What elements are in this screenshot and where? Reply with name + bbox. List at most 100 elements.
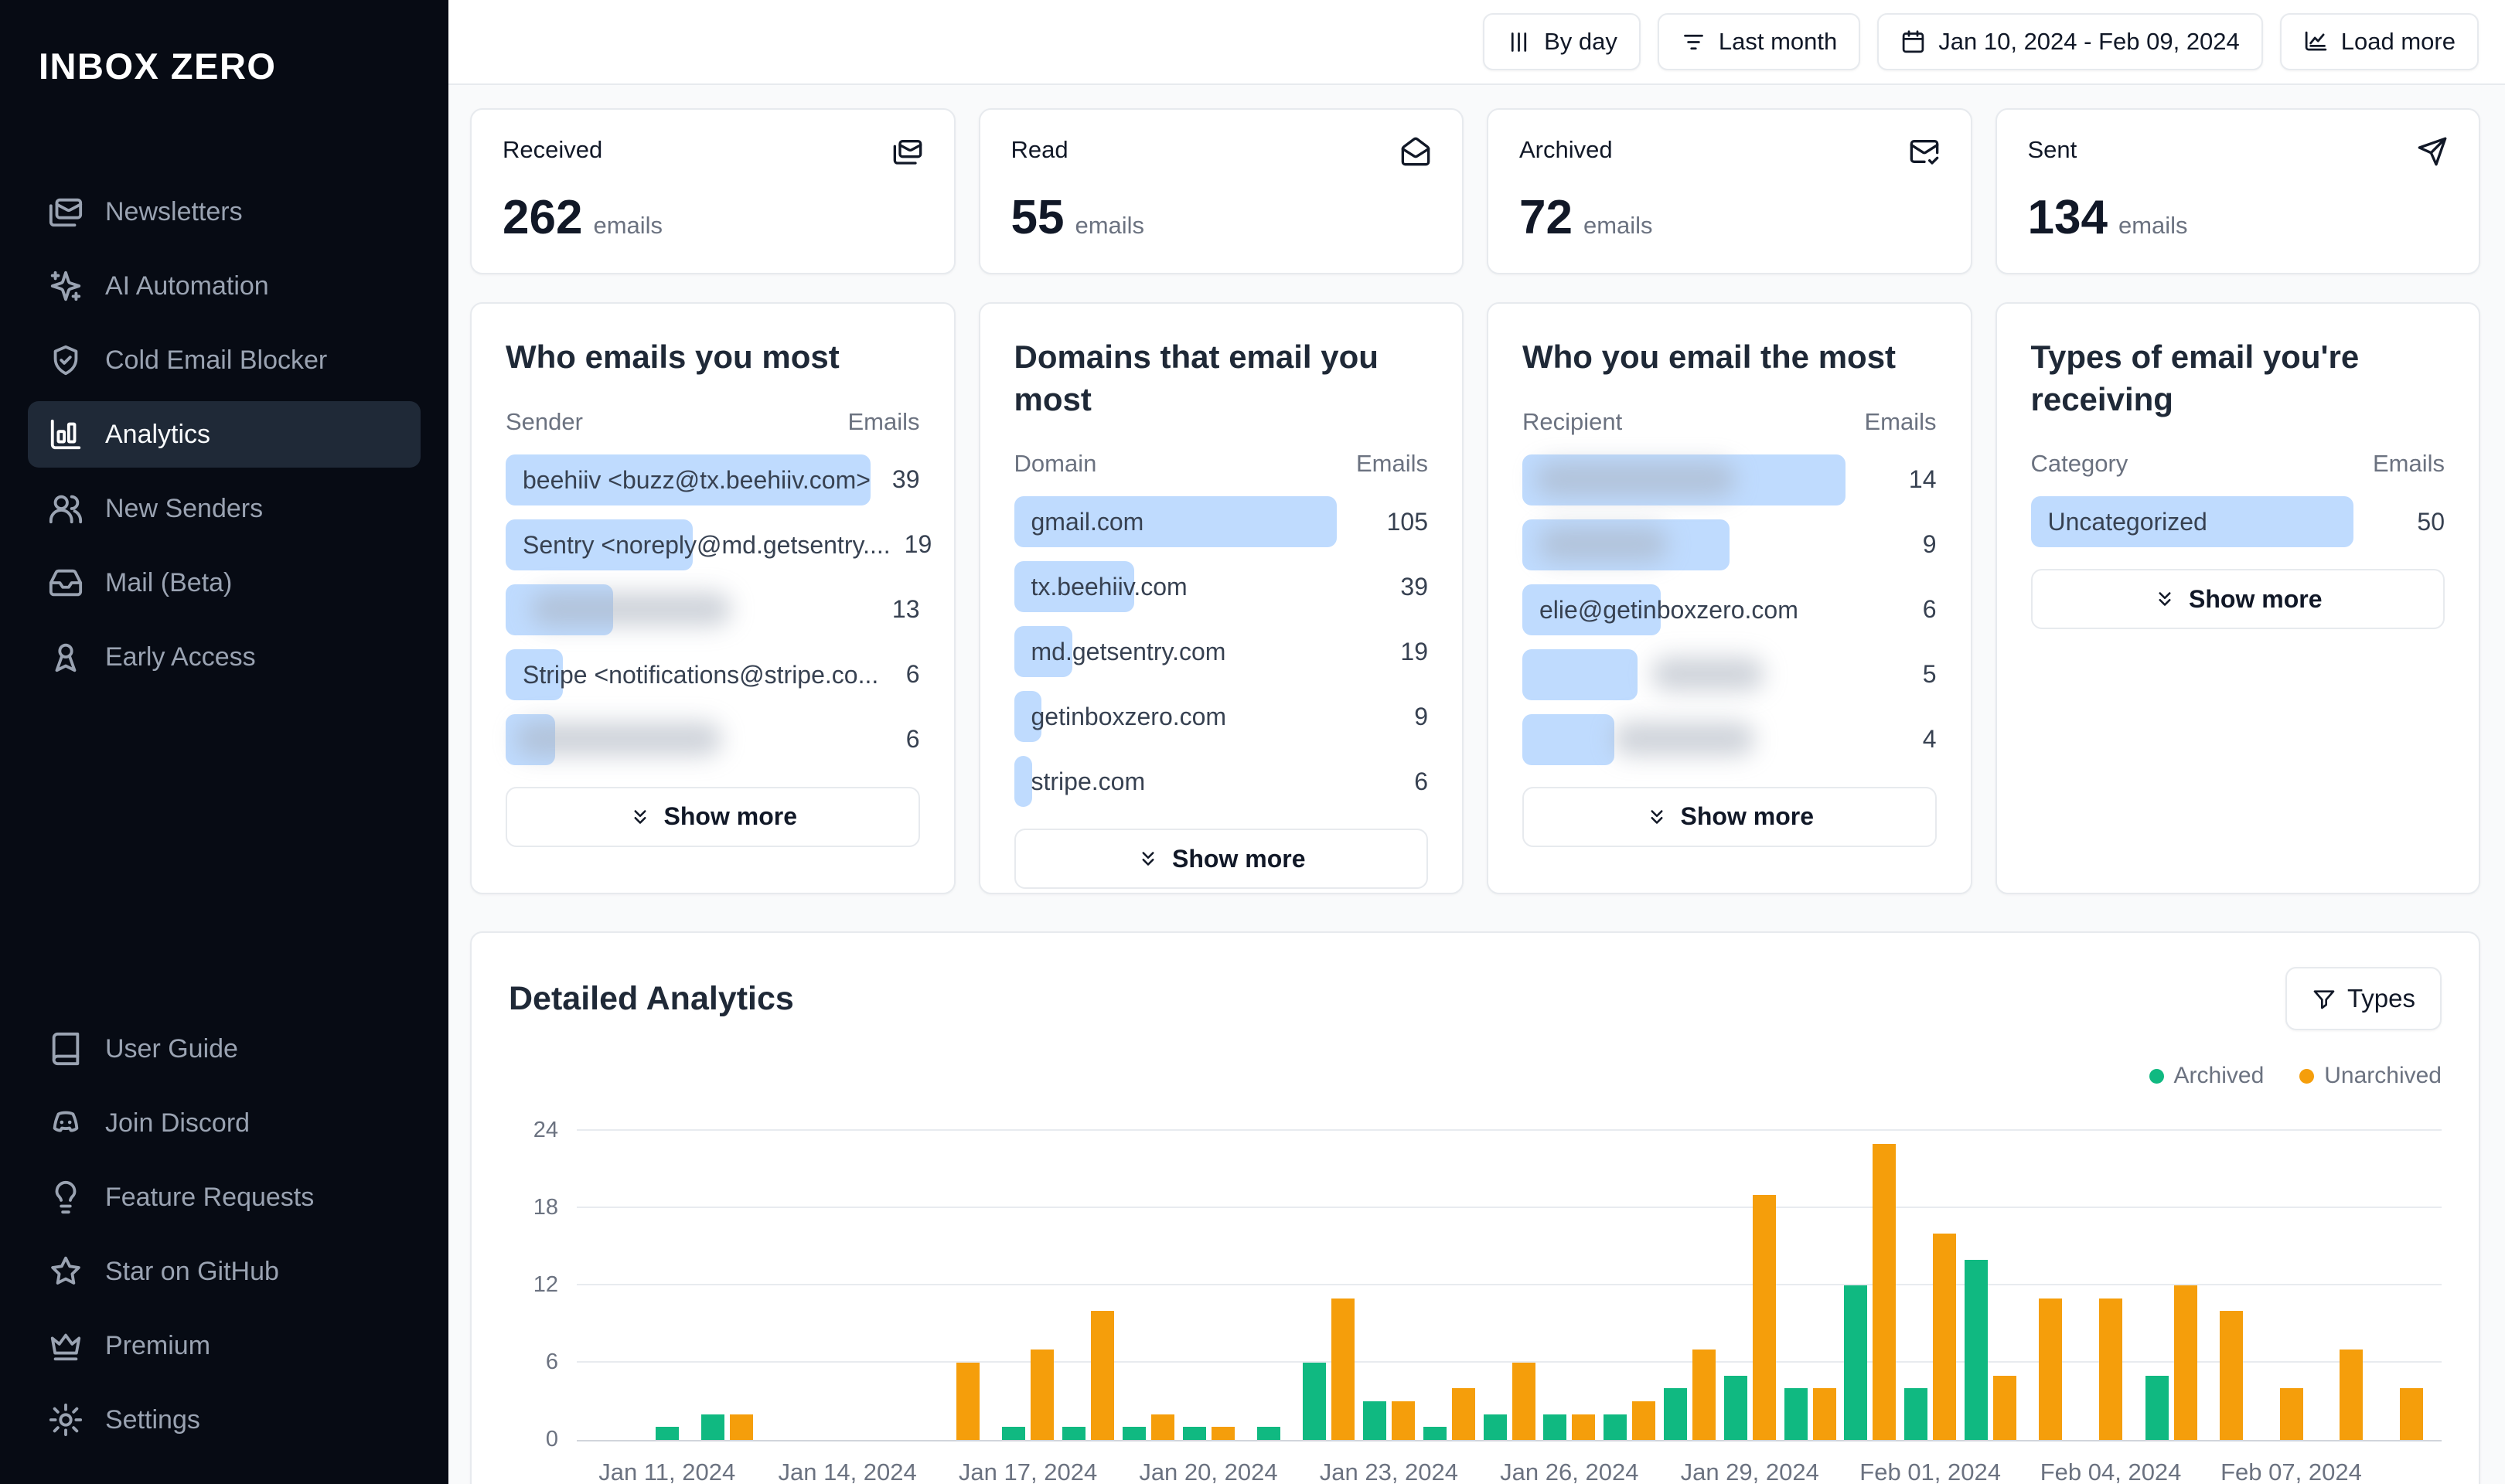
gear-icon: [48, 1402, 84, 1438]
sidebar-item-early-access[interactable]: Early Access: [28, 624, 421, 690]
row-email-count: 105: [1386, 507, 1428, 536]
book-icon: [48, 1031, 84, 1067]
unarchived-bar: [2039, 1298, 2063, 1440]
stats-row: Received 262 emails Read 55 emails Archived 72 e…: [470, 108, 2480, 274]
sidebar-item-ai-automation[interactable]: AI Automation: [28, 253, 421, 319]
row-email-count: 4: [1922, 725, 1937, 754]
row-label: getinboxzero.com: [1031, 703, 1227, 731]
sidebar-item-new-senders[interactable]: New Senders: [28, 475, 421, 542]
unarchived-bar: [1993, 1375, 2017, 1440]
chart-plot-area: 0 6 12 18 24: [533, 1118, 2442, 1452]
sidebar-item-cold-email-blocker[interactable]: Cold Email Blocker: [28, 327, 421, 393]
chart-legend: Archived Unarchived: [509, 1063, 2442, 1089]
bar-group-jan-10-2024: [577, 1132, 637, 1440]
column-header-domain: Domain: [1014, 450, 1097, 478]
stat-label: Read: [1011, 136, 1068, 163]
chart-gridline: [577, 1129, 2442, 1131]
button-label: Load more: [2340, 28, 2456, 55]
sidebar-item-settings[interactable]: Settings: [28, 1387, 421, 1453]
bar-group-feb-01-2024: [1900, 1132, 1961, 1440]
row-bar-area: Sentry <noreply@md.getsentry....: [506, 519, 891, 570]
last-month-button[interactable]: Last month: [1657, 13, 1861, 70]
topbar: By day Last month Jan 10, 2024 - Feb 09, 2…: [448, 0, 2505, 85]
unarchived-bar: [2099, 1298, 2123, 1440]
detailed-analytics-card: Detailed Analytics Types Archived Unarchi…: [470, 931, 2480, 1484]
archived-bar: [1122, 1427, 1146, 1440]
row-bar-area: [506, 584, 829, 635]
row-bar-area: Uncategorized: [2030, 496, 2353, 548]
row-bar-area: [1522, 713, 1846, 765]
stat-value: 134: [2027, 191, 2108, 244]
y-axis-tick-label: 0: [545, 1427, 558, 1452]
archived-bar: [2145, 1375, 2169, 1440]
chart-gridline: [577, 1361, 2442, 1363]
sidebar-item-premium[interactable]: Premium: [28, 1312, 421, 1379]
blurred-text-placeholder: [1538, 527, 1668, 561]
table-row: 4: [1522, 713, 1937, 765]
unarchived-bar: [1031, 1350, 1055, 1440]
sidebar-item-join-discord[interactable]: Join Discord: [28, 1090, 421, 1156]
row-label: Sentry <noreply@md.getsentry....: [523, 530, 891, 559]
archived-bar: [1784, 1388, 1808, 1440]
jan-10-2024-feb-09-2024-button[interactable]: Jan 10, 2024 - Feb 09, 2024: [1877, 13, 2263, 70]
bar-group-jan-14-2024: [817, 1132, 878, 1440]
sparkles-icon: [48, 268, 84, 304]
bar-group-jan-13-2024: [757, 1132, 817, 1440]
row-email-count: 14: [1908, 465, 1937, 494]
stat-value-row: 262 emails: [503, 190, 923, 245]
legend-item-unarchived[interactable]: Unarchived: [2299, 1063, 2442, 1089]
row-label: beehiiv <buzz@tx.beehiiv.com>: [523, 465, 871, 494]
sidebar-item-mail-beta[interactable]: Mail (Beta): [28, 550, 421, 616]
mails-icon: [892, 136, 923, 167]
x-axis-tick-label: Feb 01, 2024: [1859, 1458, 2001, 1484]
show-more-button[interactable]: Show more: [1014, 829, 1428, 890]
archived-bar: [1483, 1414, 1507, 1440]
unarchived-bar: [1873, 1143, 1897, 1440]
show-more-button[interactable]: Show more: [2030, 569, 2445, 630]
sidebar-item-star-on-github[interactable]: Star on GitHub: [28, 1238, 421, 1305]
mail-check-icon: [1909, 136, 1940, 167]
stat-label: Sent: [2027, 136, 2077, 163]
chart-x-axis-labels: Jan 11, 2024 Jan 14, 2024 Jan 17, 2024 Jan …: [577, 1441, 2442, 1484]
show-more-button[interactable]: Show more: [506, 786, 920, 847]
bar-group-jan-15-2024: [878, 1132, 938, 1440]
row-email-count: 9: [1922, 530, 1937, 559]
column-header-emails: Emails: [2372, 450, 2445, 478]
row-highlight-bar: [1014, 756, 1033, 808]
sidebar-item-analytics[interactable]: Analytics: [28, 401, 421, 468]
row-label: Uncategorized: [2047, 508, 2207, 536]
row-email-count: 9: [1414, 702, 1428, 730]
stat-card-header: Received: [503, 136, 923, 167]
table-row: 9: [1522, 519, 1937, 570]
sidebar-main-nav: Newsletters AI Automation Cold Email Block…: [28, 179, 421, 690]
types-filter-button[interactable]: Types: [2285, 967, 2442, 1030]
by-day-button[interactable]: By day: [1483, 13, 1641, 70]
sidebar-item-user-guide[interactable]: User Guide: [28, 1016, 421, 1082]
row-highlight-bar: [1522, 648, 1638, 700]
sidebar-item-label: AI Automation: [105, 271, 269, 301]
sidebar-item-newsletters[interactable]: Newsletters: [28, 179, 421, 245]
sidebar-item-label: New Senders: [105, 493, 264, 523]
row-bar-area: tx.beehiiv.com: [1014, 561, 1338, 613]
archived-bar: [1362, 1401, 1386, 1440]
bar-group-feb-08-2024: [2322, 1132, 2382, 1440]
bar-chart-icon: [48, 417, 84, 452]
legend-label: Archived: [2173, 1063, 2265, 1088]
load-more-button[interactable]: Load more: [2279, 13, 2479, 70]
mail-open-icon: [1400, 136, 1431, 167]
star-icon: [48, 1254, 84, 1289]
column-header-emails: Emails: [847, 407, 920, 435]
stat-unit: emails: [1075, 212, 1145, 239]
show-more-button[interactable]: Show more: [1522, 786, 1937, 847]
x-axis-tick-label: Jan 20, 2024: [1139, 1458, 1278, 1484]
row-label: stripe.com: [1031, 768, 1146, 796]
row-email-count: 6: [1414, 767, 1428, 795]
legend-item-archived[interactable]: Archived: [2149, 1063, 2265, 1089]
row-highlight-bar: [1014, 496, 1337, 548]
chart-bars: [577, 1132, 2442, 1440]
sidebar-item-feature-requests[interactable]: Feature Requests: [28, 1164, 421, 1230]
unarchived-bar: [1391, 1401, 1415, 1440]
table-column-headers: Sender Emails: [506, 408, 920, 436]
bar-group-jan-19-2024: [1118, 1132, 1178, 1440]
row-bar-area: md.getsentry.com: [1014, 626, 1338, 678]
